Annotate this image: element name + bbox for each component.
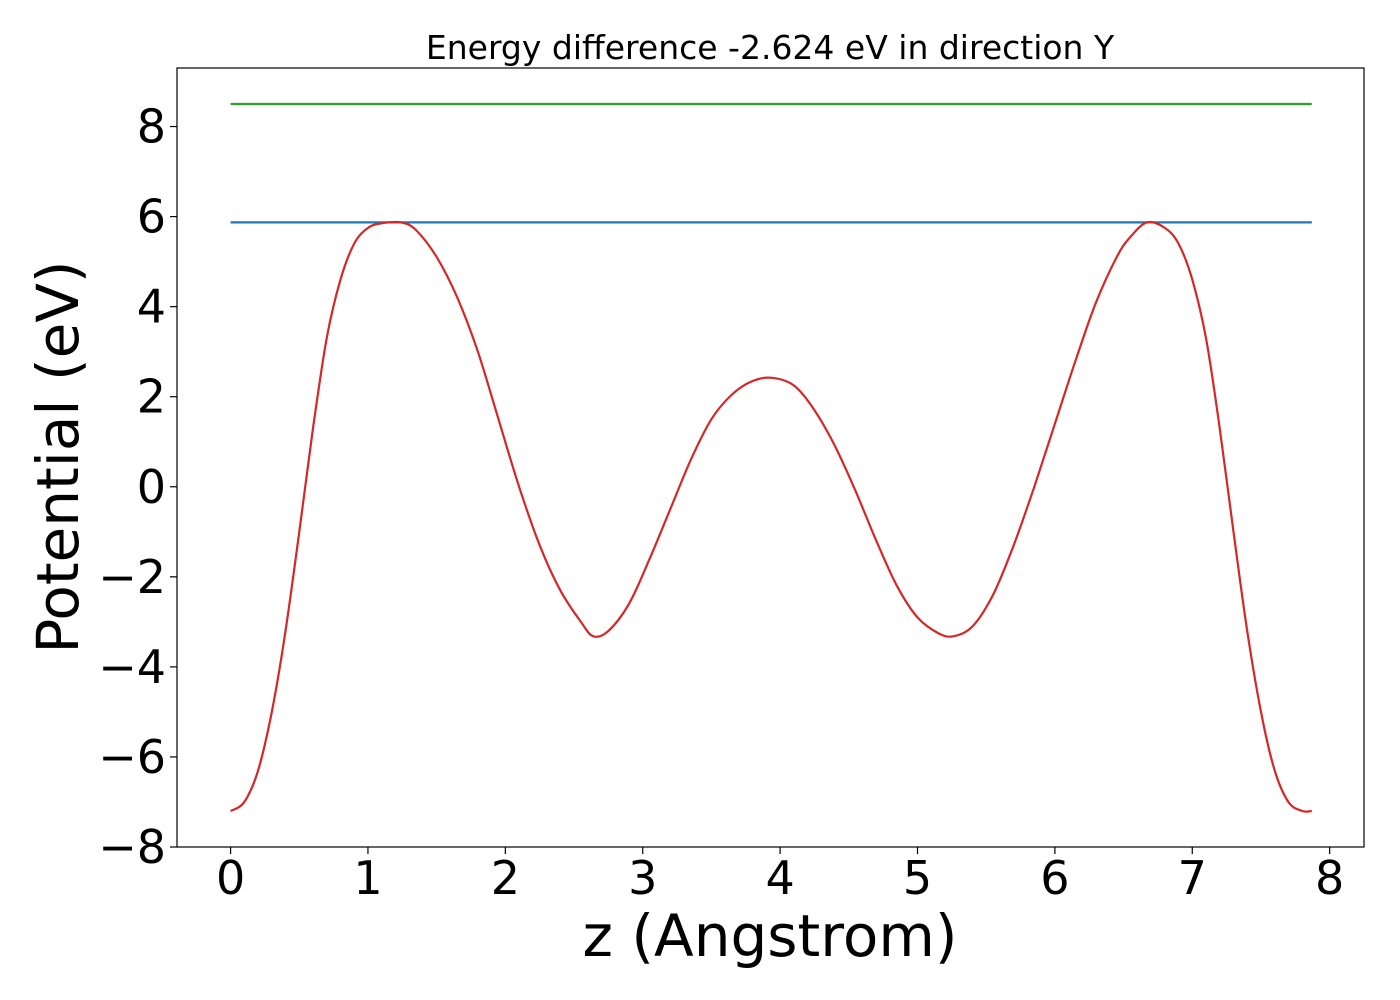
y-tick-label: 8	[137, 100, 166, 154]
y-tick-label: −4	[98, 640, 166, 694]
x-tick-label: 8	[1315, 851, 1344, 905]
x-tick-label: 7	[1178, 851, 1207, 905]
y-tick-label: 6	[137, 190, 166, 244]
chart-title: Energy difference -2.624 eV in direction…	[426, 28, 1115, 67]
x-tick-label: 0	[216, 851, 245, 905]
y-tick-label: 4	[137, 280, 166, 334]
y-tick-label: −6	[98, 730, 166, 784]
y-axis-label: Potential (eV)	[24, 260, 92, 653]
y-tick-label: 2	[137, 370, 166, 424]
x-tick-label: 5	[903, 851, 932, 905]
series-layer	[230, 102, 1312, 813]
x-axis: 0 1 2 3 4 5 6 7 8	[216, 847, 1344, 905]
x-tick-label: 6	[1040, 851, 1069, 905]
x-tick-label: 3	[628, 851, 657, 905]
x-tick-label: 2	[491, 851, 520, 905]
series-line-potential	[230, 220, 1312, 813]
x-tick-label: 4	[765, 851, 794, 905]
y-tick-label: 0	[137, 460, 166, 514]
y-axis: −8 −6 −4 −2 0 2 4 6 8	[98, 100, 177, 874]
x-tick-label: 1	[353, 851, 382, 905]
plot-area-frame	[176, 67, 1365, 848]
x-axis-label: z (Angstrom)	[583, 902, 958, 970]
y-tick-label: −8	[98, 820, 166, 874]
y-tick-label: −2	[98, 550, 166, 604]
